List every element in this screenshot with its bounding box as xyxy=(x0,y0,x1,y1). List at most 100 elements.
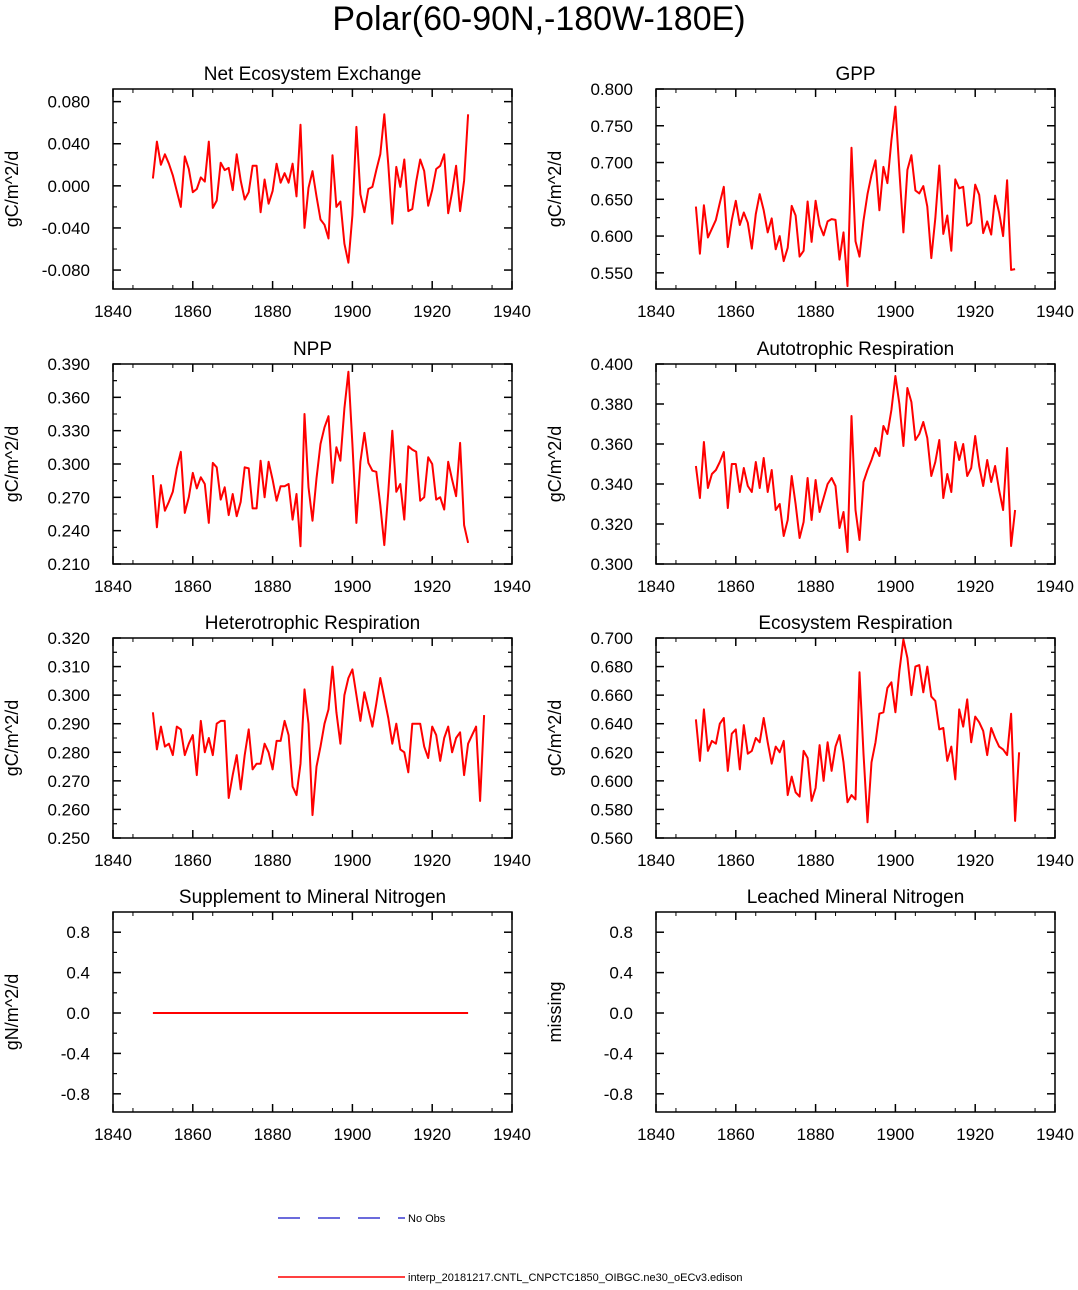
y-tick-label: 0.240 xyxy=(47,522,90,541)
x-tick-label: 1900 xyxy=(333,851,371,870)
y-tick-label: 0.300 xyxy=(47,686,90,705)
y-tick-label: 0.600 xyxy=(590,227,633,246)
y-tick-label: 0.310 xyxy=(47,658,90,677)
y-tick-label: 0.360 xyxy=(590,435,633,454)
x-tick-label: 1880 xyxy=(254,1125,292,1144)
x-tick-label: 1900 xyxy=(333,302,371,321)
panel-1: Net Ecosystem Exchange gC/m^2/d 1840 1860 18… xyxy=(2,64,531,321)
y-tick-label: 0.040 xyxy=(47,135,90,154)
x-tick-label: 1860 xyxy=(717,302,755,321)
x-tick-label: 1940 xyxy=(493,302,531,321)
x-tick-label: 1840 xyxy=(94,302,132,321)
series-line xyxy=(151,113,470,264)
y-tick-label: 0.270 xyxy=(47,772,90,791)
series-line xyxy=(151,665,486,817)
figure-title: Polar(60-90N,-180W-180E) xyxy=(332,0,745,38)
x-tick-label: 1940 xyxy=(493,851,531,870)
y-axis-label: missing xyxy=(545,981,565,1042)
y-tick-label: 0.8 xyxy=(66,923,90,942)
y-tick-label: 0.320 xyxy=(590,515,633,534)
y-axis-label: gC/m^2/d xyxy=(2,151,22,227)
y-axis-label: gC/m^2/d xyxy=(545,426,565,502)
panel-4: Autotrophic Respiration gC/m^2/d 1840 1860 1… xyxy=(545,339,1074,596)
x-tick-label: 1880 xyxy=(254,577,292,596)
series-line xyxy=(694,375,1017,553)
x-tick-label: 1940 xyxy=(493,1125,531,1144)
y-tick-label: 0.250 xyxy=(47,829,90,848)
x-tick-label: 1940 xyxy=(1036,1125,1074,1144)
panel-title: Net Ecosystem Exchange xyxy=(204,64,422,85)
y-tick-label: 0.290 xyxy=(47,715,90,734)
y-tick-label: 0.800 xyxy=(590,80,633,99)
y-axis-label: gN/m^2/d xyxy=(2,974,22,1050)
plot-frame xyxy=(112,88,513,290)
x-tick-label: 1940 xyxy=(1036,851,1074,870)
y-tick-label: 0.560 xyxy=(590,829,633,848)
panel-title: Ecosystem Respiration xyxy=(758,613,952,634)
y-tick-label: 0.660 xyxy=(590,686,633,705)
y-tick-label: -0.4 xyxy=(604,1044,633,1063)
panel-title: Supplement to Mineral Nitrogen xyxy=(179,887,446,908)
y-tick-label: 0.700 xyxy=(590,629,633,648)
panel-8: Leached Mineral Nitrogen missing 1840 1860 1… xyxy=(545,887,1074,1144)
y-tick-label: -0.040 xyxy=(42,219,90,238)
y-tick-label: 0.340 xyxy=(590,475,633,494)
plot-frame xyxy=(655,363,1056,565)
x-tick-label: 1920 xyxy=(956,302,994,321)
y-tick-label: 0.0 xyxy=(609,1004,633,1023)
series-line xyxy=(694,105,1016,288)
y-tick-label: 0.550 xyxy=(590,264,633,283)
x-tick-label: 1880 xyxy=(797,1125,835,1144)
y-tick-label: 0.640 xyxy=(590,715,633,734)
y-tick-label: 0.330 xyxy=(47,422,90,441)
panel-7: Supplement to Mineral Nitrogen gN/m^2/d 18… xyxy=(2,887,531,1144)
panel-3: NPP gC/m^2/d 1840 1860 1880 1900 1920 1940 0.210… xyxy=(2,339,531,596)
y-tick-label: 0.390 xyxy=(47,355,90,374)
y-axis-label: gC/m^2/d xyxy=(2,426,22,502)
y-tick-label: 0.680 xyxy=(590,658,633,677)
series-line xyxy=(694,638,1021,824)
y-tick-label: 0.580 xyxy=(590,800,633,819)
plot-frame xyxy=(112,363,513,565)
y-tick-label: 0.4 xyxy=(609,964,633,983)
x-tick-label: 1900 xyxy=(333,1125,371,1144)
legend-label-no-obs: No Obs xyxy=(408,1213,446,1225)
x-tick-label: 1840 xyxy=(94,577,132,596)
x-tick-label: 1940 xyxy=(493,577,531,596)
y-axis-label: gC/m^2/d xyxy=(2,700,22,776)
panel-title: GPP xyxy=(835,64,875,85)
y-tick-label: 0.4 xyxy=(66,964,90,983)
panel-title: Leached Mineral Nitrogen xyxy=(747,887,965,908)
y-tick-label: 0.700 xyxy=(590,154,633,173)
y-tick-label: 0.000 xyxy=(47,177,90,196)
x-tick-label: 1900 xyxy=(333,577,371,596)
x-tick-label: 1920 xyxy=(956,1125,994,1144)
x-tick-label: 1860 xyxy=(717,851,755,870)
y-tick-label: 0.300 xyxy=(47,455,90,474)
y-axis-label: gC/m^2/d xyxy=(545,700,565,776)
x-tick-label: 1860 xyxy=(174,851,212,870)
x-tick-label: 1900 xyxy=(876,577,914,596)
y-tick-label: 0.750 xyxy=(590,117,633,136)
x-tick-label: 1840 xyxy=(637,302,675,321)
x-tick-label: 1880 xyxy=(797,851,835,870)
y-tick-label: 0.210 xyxy=(47,555,90,574)
y-tick-label: 0.360 xyxy=(47,388,90,407)
y-tick-label: 0.0 xyxy=(66,1004,90,1023)
plot-frame xyxy=(655,911,1056,1113)
legend: No Obs interp_20181217.CNTL_CNPCTC1850_O… xyxy=(278,1213,742,1284)
x-tick-label: 1840 xyxy=(637,1125,675,1144)
y-tick-label: 0.260 xyxy=(47,800,90,819)
y-tick-label: 0.650 xyxy=(590,190,633,209)
x-tick-label: 1860 xyxy=(174,302,212,321)
x-tick-label: 1880 xyxy=(254,851,292,870)
x-tick-label: 1840 xyxy=(637,851,675,870)
x-tick-label: 1920 xyxy=(413,302,451,321)
x-tick-label: 1920 xyxy=(413,577,451,596)
x-tick-label: 1940 xyxy=(1036,577,1074,596)
x-tick-label: 1940 xyxy=(1036,302,1074,321)
x-tick-label: 1920 xyxy=(956,577,994,596)
panel-5: Heterotrophic Respiration gC/m^2/d 1840 186… xyxy=(2,613,531,870)
